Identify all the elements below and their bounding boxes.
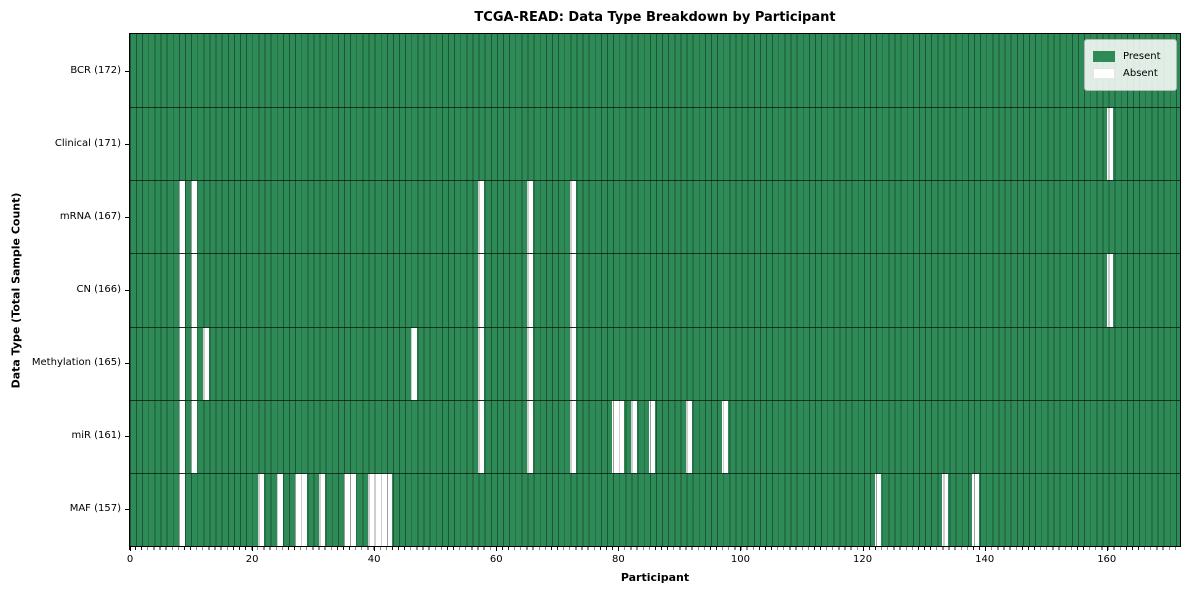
absent-cell — [178, 473, 185, 546]
y-tick-mark — [125, 436, 129, 438]
absent-cell — [386, 473, 393, 546]
x-tick-label: 80 — [611, 554, 625, 565]
y-tick-mark — [125, 290, 129, 291]
x-tick-label: 60 — [489, 554, 503, 565]
absent-cell — [526, 254, 533, 327]
x-tick-mark — [374, 547, 376, 551]
absent-cell — [526, 400, 533, 473]
absent-cell — [374, 473, 381, 546]
absent-cell — [191, 181, 198, 254]
x-tick-mark — [1106, 547, 1108, 551]
x-tick-label: 0 — [126, 554, 134, 565]
absent-cell — [178, 254, 185, 327]
absent-cell — [178, 327, 185, 400]
absent-cell — [258, 473, 265, 546]
absent-cell — [477, 400, 485, 473]
x-tick-label: 20 — [245, 554, 259, 565]
x-tick-mark — [496, 547, 498, 551]
absent-cell — [191, 254, 198, 327]
absent-cell — [569, 181, 576, 254]
y-tick-label-maf: MAF (157) — [69, 503, 121, 515]
absent-cell — [569, 327, 576, 400]
x-tick-mark — [984, 547, 986, 551]
absent-cell — [368, 473, 375, 546]
heatmap-row-bcr — [130, 34, 1180, 107]
x-tick-mark — [618, 547, 620, 551]
absent-cell — [276, 473, 283, 546]
heatmap-row-clinical — [130, 107, 1180, 181]
y-tick-label-bcr: BCR (172) — [70, 64, 121, 76]
x-axis-label: Participant — [620, 571, 690, 584]
absent-cell — [612, 400, 619, 473]
absent-cell — [569, 400, 576, 473]
absent-cell — [294, 473, 301, 546]
absent-cell — [526, 181, 533, 254]
absent-cell — [685, 400, 692, 473]
heatmap-row-mrna — [130, 180, 1180, 254]
x-tick-label: 160 — [1097, 554, 1117, 565]
x-tick-label: 140 — [975, 554, 995, 565]
heatmap-row-cn — [130, 253, 1180, 327]
y-tick-mark — [125, 363, 129, 365]
heatmap-row-methylation — [130, 326, 1180, 400]
y-tick-mark — [125, 216, 129, 218]
absent-cell — [191, 327, 198, 400]
x-tick-mark — [740, 547, 742, 551]
absent-cell — [630, 400, 637, 473]
x-tick-label: 120 — [853, 554, 873, 565]
x-tick-mark — [862, 547, 864, 551]
absent-cell — [349, 473, 356, 546]
legend: Present Absent — [1084, 39, 1177, 91]
absent-cell — [203, 327, 210, 400]
absent-cell — [477, 181, 485, 254]
absent-cell — [941, 473, 948, 546]
y-tick-mark — [125, 143, 129, 145]
absent-cell — [343, 473, 350, 546]
y-tick-label-methylation: Methylation (165) — [31, 357, 121, 369]
absent-cell — [178, 181, 185, 254]
absent-cell — [300, 473, 308, 546]
present-swatch-icon — [1093, 51, 1115, 62]
y-tick-mark — [125, 509, 129, 511]
absent-cell — [1106, 254, 1113, 327]
heatmap-row-maf — [130, 472, 1180, 546]
heatmap-plot-area — [129, 33, 1181, 547]
absent-cell — [319, 473, 326, 546]
x-tick-mark — [252, 547, 254, 551]
absent-swatch-icon — [1093, 68, 1115, 79]
y-tick-label-cn: CN (166) — [76, 284, 121, 295]
absent-cell — [648, 400, 655, 473]
absent-cell — [526, 327, 533, 400]
legend-present-label: Present — [1123, 51, 1161, 62]
x-tick-mark — [130, 547, 131, 551]
y-tick-label-mrna: mRNA (167) — [59, 210, 121, 222]
legend-entry-absent: Absent — [1093, 66, 1167, 81]
heatmap-row-mir — [130, 399, 1180, 473]
chart-title: TCGA-READ: Data Type Breakdown by Partic… — [474, 10, 836, 25]
absent-cell — [410, 327, 417, 400]
absent-cell — [972, 473, 979, 546]
absent-cell — [1106, 108, 1113, 181]
y-tick-label-mir: miR (161) — [71, 430, 121, 442]
absent-cell — [477, 327, 485, 400]
absent-cell — [618, 400, 625, 473]
absent-cell — [477, 254, 485, 327]
legend-absent-label: Absent — [1123, 68, 1158, 79]
x-axis-minor-ticks — [129, 547, 1181, 550]
y-tick-label-clinical: Clinical (171) — [54, 137, 121, 149]
absent-cell — [380, 473, 387, 546]
x-tick-label: 40 — [367, 554, 381, 565]
absent-cell — [191, 400, 198, 473]
absent-cell — [722, 400, 729, 473]
x-tick-label: 100 — [730, 554, 750, 565]
absent-cell — [874, 473, 881, 546]
absent-cell — [569, 254, 576, 327]
legend-entry-present: Present — [1093, 49, 1167, 64]
absent-cell — [178, 400, 185, 473]
y-tick-mark — [125, 70, 129, 72]
